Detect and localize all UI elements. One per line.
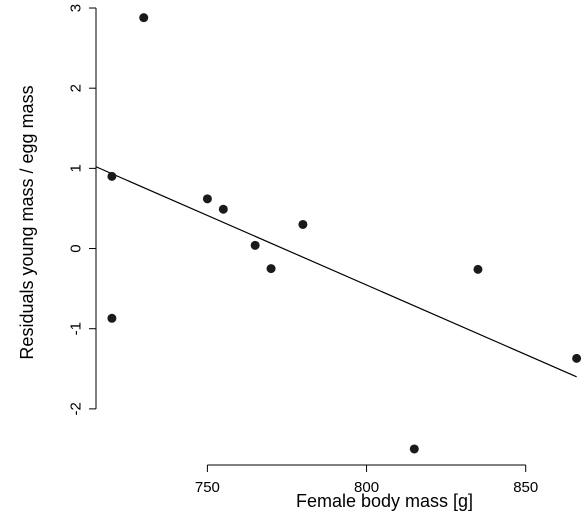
data-point — [107, 313, 117, 323]
y-tick-label: 1 — [68, 164, 85, 172]
x-tick-label: 800 — [354, 479, 379, 496]
y-tick-label: -1 — [68, 322, 85, 335]
data-point — [473, 264, 483, 274]
data-point — [218, 204, 228, 214]
data-point — [250, 240, 260, 250]
y-axis-title: Residuals young mass / egg mass — [17, 85, 37, 359]
y-tick-label: 0 — [68, 244, 85, 252]
y-tick-label: 2 — [68, 84, 85, 92]
data-point — [266, 264, 276, 274]
regression-line — [95, 166, 577, 378]
data-point — [298, 219, 308, 229]
x-tick-label: 750 — [195, 479, 220, 496]
data-point — [409, 444, 419, 454]
data-point — [107, 171, 117, 181]
y-tick-label: 3 — [68, 4, 85, 12]
data-point — [572, 353, 582, 363]
y-tick-label: -2 — [68, 402, 85, 415]
data-point — [139, 13, 149, 23]
x-tick-label: 850 — [513, 479, 538, 496]
data-point — [202, 194, 212, 204]
y-axis: -2 -1 0 1 2 3 — [68, 4, 97, 416]
x-axis-title: Female body mass [g] — [296, 491, 473, 511]
data-points — [107, 13, 582, 454]
x-axis: 750 800 850 — [195, 464, 538, 496]
